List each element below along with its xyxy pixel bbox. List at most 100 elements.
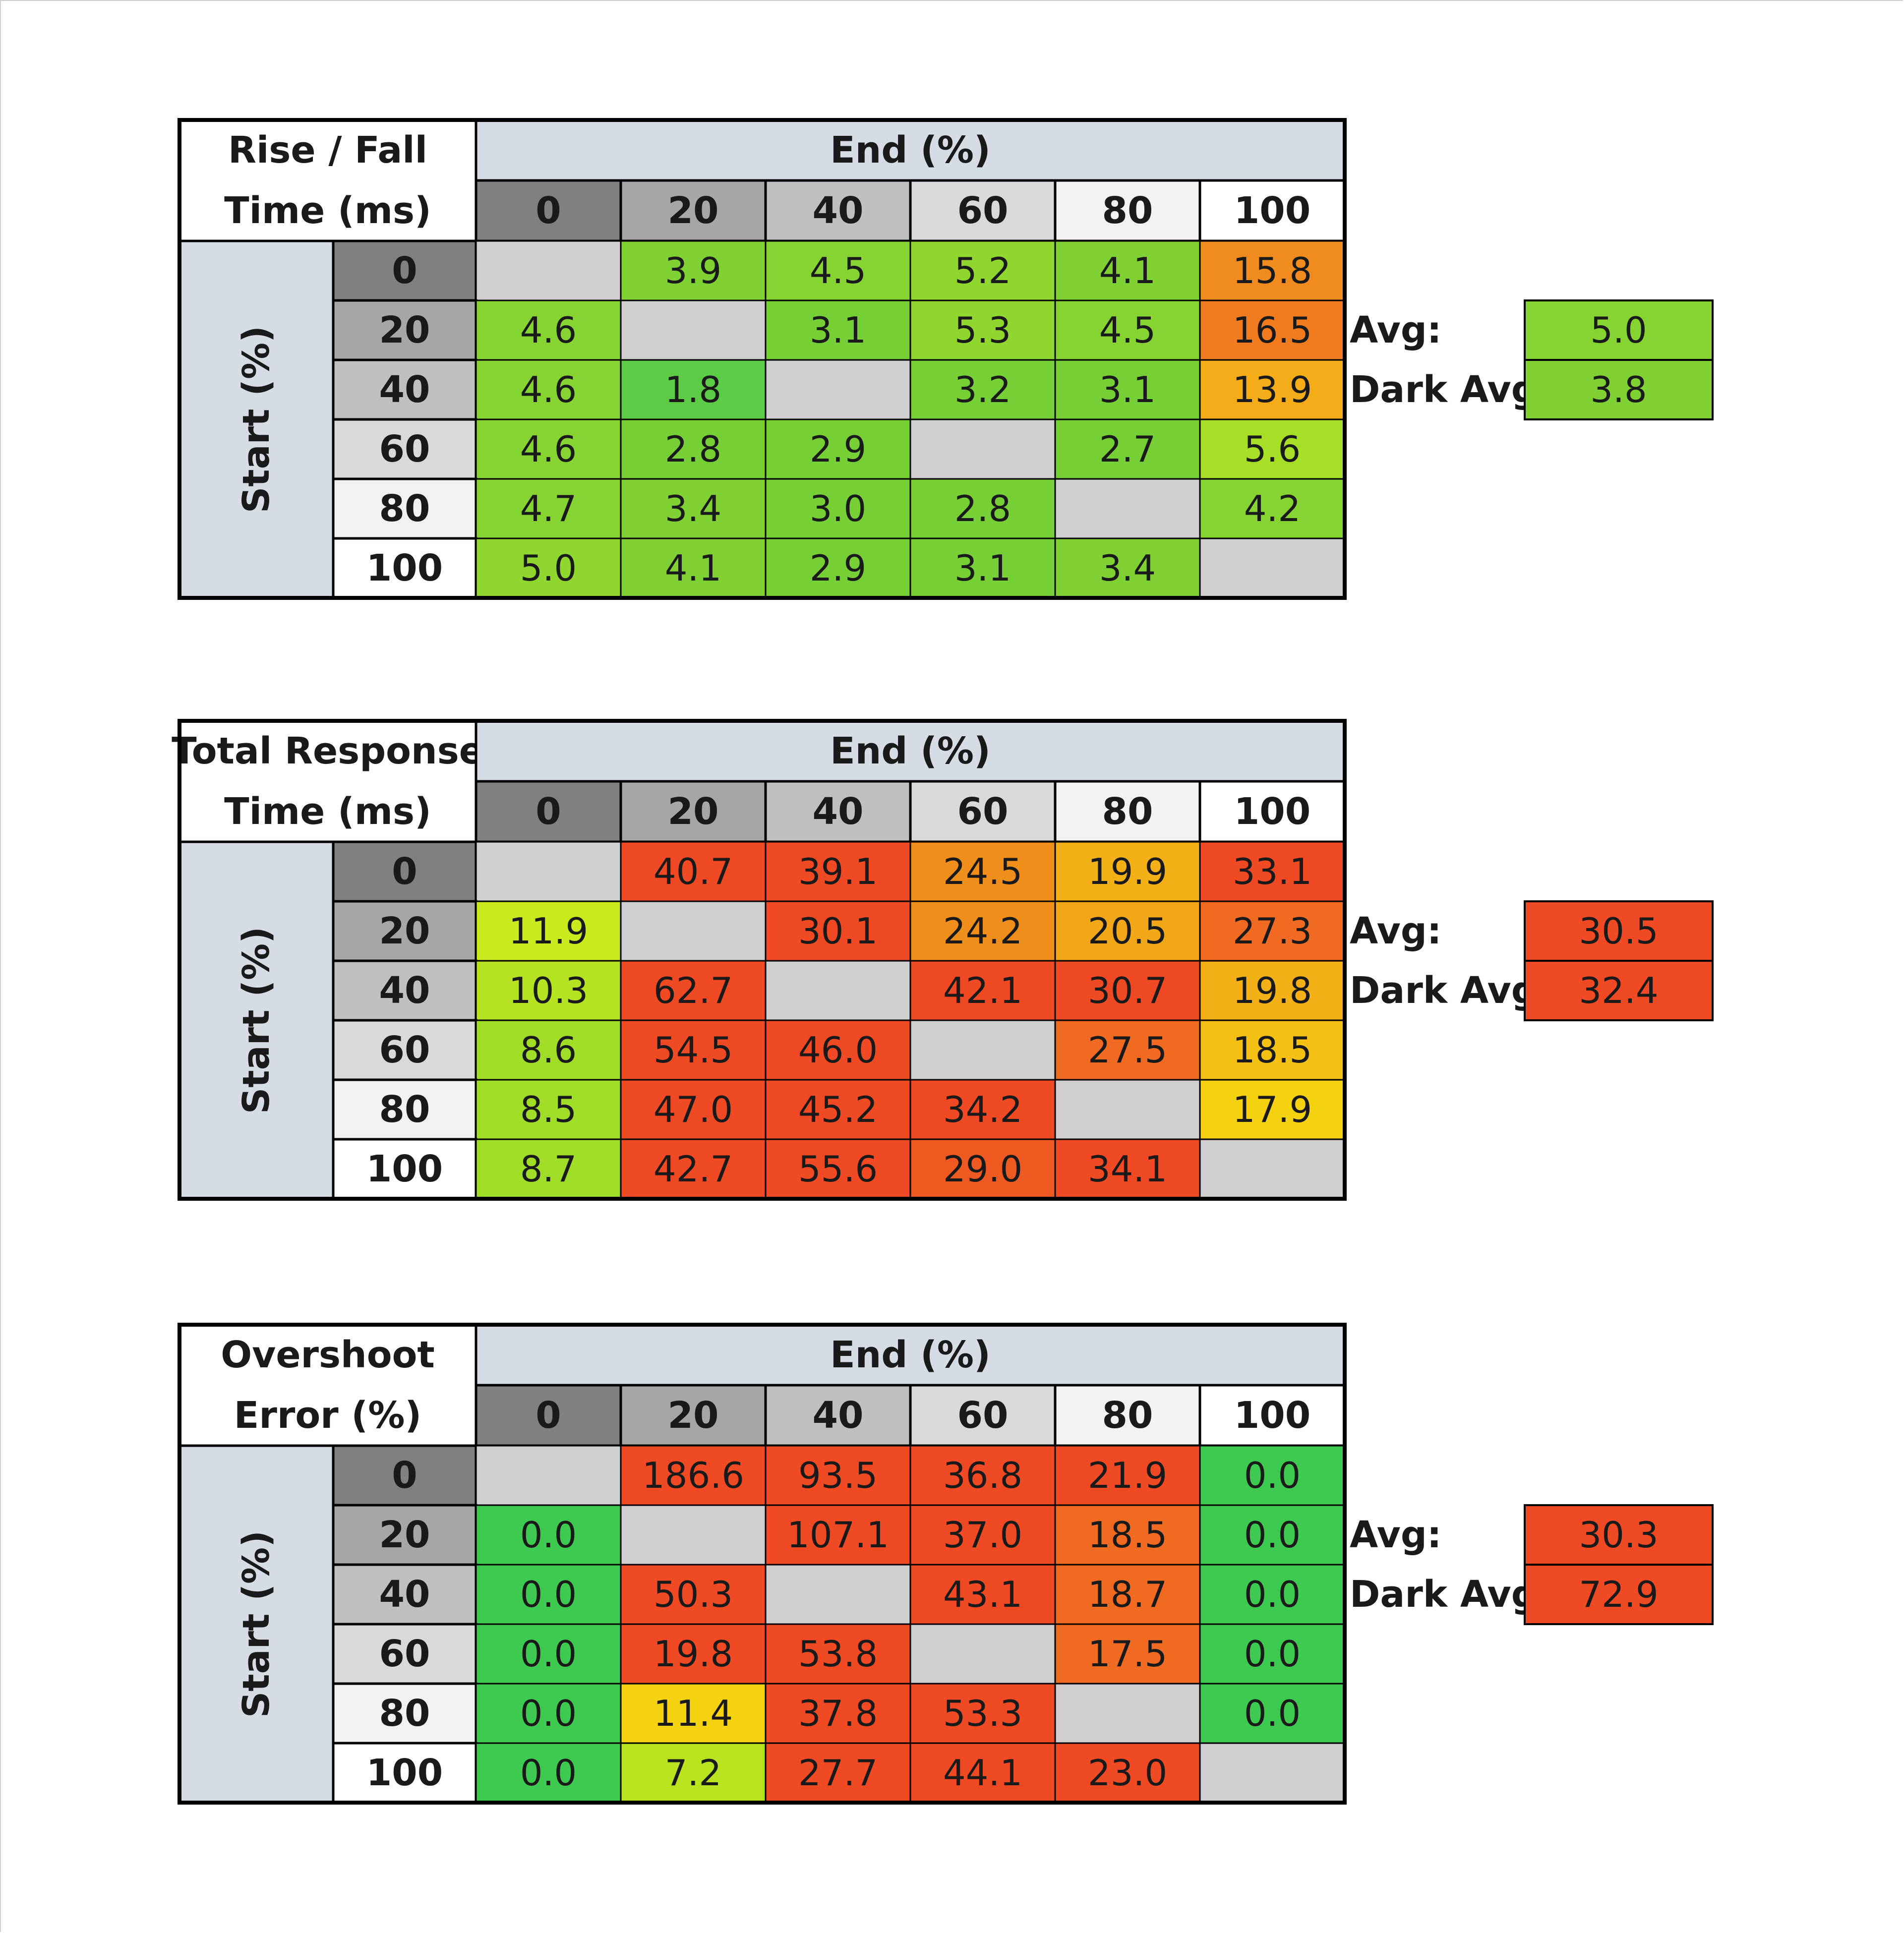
row-header-label: 60: [379, 1633, 430, 1675]
summary-block: Avg: Dark Avg: 30.5 32.4: [1350, 900, 1714, 1021]
data-cell-value: 0.0: [1244, 1514, 1301, 1556]
data-cell-value: 45.2: [798, 1089, 878, 1130]
table-title-line: Overshoot: [221, 1334, 435, 1376]
column-header-cell: [475, 780, 622, 843]
data-cell-value: 107.1: [787, 1514, 889, 1556]
column-header-label: 0: [536, 189, 561, 232]
summary-block: Avg: Dark Avg: 5.0 3.8: [1350, 299, 1714, 420]
column-header-label: 80: [1102, 790, 1153, 833]
column-header-cell: [1198, 179, 1346, 242]
data-cell-value: 18.7: [1088, 1574, 1167, 1615]
row-header-cell: [332, 900, 477, 962]
heatmap-table-2: Total Response Time (ms) End (%) 0 20 40 60 80 1…: [172, 719, 1714, 1201]
column-header-label: 20: [668, 1394, 719, 1437]
data-cell: [1054, 1742, 1201, 1804]
data-cell: [765, 537, 911, 599]
data-cell: [765, 900, 911, 962]
row-header-label: 80: [379, 1088, 430, 1131]
data-cell: [475, 1683, 622, 1744]
table-outer-border: [178, 118, 1347, 600]
data-cell-value: 2.7: [1099, 428, 1156, 470]
column-header-label: 40: [813, 1394, 864, 1437]
data-cell-value: 50.3: [654, 1574, 733, 1615]
data-cell: [620, 960, 767, 1021]
data-cell: [765, 841, 911, 902]
data-cell-value: 0.0: [520, 1693, 577, 1734]
data-cell-value: 0.0: [520, 1514, 577, 1556]
data-cell: [909, 1445, 1056, 1506]
dark-avg-value-cell: [1524, 359, 1714, 420]
data-cell: [1054, 299, 1201, 361]
diagonal-empty-cell: [620, 900, 767, 962]
data-cell: [909, 841, 1056, 902]
data-cell: [1054, 900, 1201, 962]
data-cell: [765, 299, 911, 361]
row-header-label: 80: [379, 487, 430, 530]
data-cell-value: 3.9: [665, 250, 722, 292]
data-cell-value: 11.9: [509, 910, 588, 952]
data-cell-value: 93.5: [798, 1455, 878, 1496]
table-title-line: Time (ms): [224, 189, 431, 232]
row-header-label: 60: [379, 428, 430, 470]
data-cell: [620, 418, 767, 480]
data-cell-value: 27.5: [1088, 1029, 1167, 1071]
data-cell-value: 34.1: [1088, 1148, 1167, 1190]
data-cell-value: 2.8: [665, 428, 722, 470]
column-header-cell: [1198, 780, 1346, 843]
end-axis-label: End (%): [830, 129, 991, 172]
data-cell: [909, 299, 1056, 361]
data-cell: [1199, 299, 1346, 361]
data-cell-value: 36.8: [943, 1455, 1022, 1496]
dark-avg-value-cell: [1524, 960, 1714, 1021]
data-cell: [1199, 900, 1346, 962]
data-cell: [765, 1683, 911, 1744]
data-cell-value: 62.7: [654, 970, 733, 1011]
data-cell-value: 13.9: [1233, 369, 1312, 410]
table-title-cell: [178, 719, 477, 843]
data-cell-value: 16.5: [1233, 309, 1312, 351]
diagonal-empty-cell: [475, 841, 622, 902]
data-cell: [620, 537, 767, 599]
start-header-band: [178, 840, 335, 1200]
data-cell: [1054, 359, 1201, 420]
data-cell: [909, 359, 1056, 420]
data-cell: [475, 299, 622, 361]
diagonal-empty-cell: [765, 1564, 911, 1625]
data-cell-value: 37.0: [943, 1514, 1022, 1556]
column-header-cell: [909, 1384, 1057, 1447]
data-cell-value: 3.4: [1099, 547, 1156, 589]
heatmap-table-3: Overshoot Error (%) End (%) 0 20 40 60 80 100 Sta…: [178, 1323, 1714, 1805]
table-outer-border: [178, 1323, 1347, 1805]
row-header-cell: [332, 299, 477, 361]
data-cell-value: 2.9: [810, 547, 867, 589]
column-header-label: 100: [1234, 790, 1310, 833]
data-cell-value: 15.8: [1233, 250, 1312, 292]
row-header-label: 20: [379, 309, 430, 351]
data-cell-value: 5.6: [1244, 428, 1301, 470]
data-cell-value: 53.3: [943, 1693, 1022, 1734]
avg-value-cell: [1524, 299, 1714, 361]
data-cell: [1199, 1445, 1346, 1506]
data-cell: [1054, 1564, 1201, 1625]
data-cell: [620, 1445, 767, 1506]
data-cell-value: 33.1: [1233, 851, 1312, 892]
table-title-line: Error (%): [234, 1394, 421, 1437]
data-cell-value: 4.5: [810, 250, 867, 292]
data-cell-value: 4.5: [1099, 309, 1156, 351]
row-header-cell: [332, 1682, 477, 1745]
data-cell-value: 0.0: [520, 1752, 577, 1794]
data-cell: [765, 1019, 911, 1081]
avg-label: Avg:: [1350, 309, 1441, 351]
data-cell-value: 186.6: [642, 1455, 744, 1496]
data-cell: [1199, 1623, 1346, 1685]
data-cell: [475, 478, 622, 539]
diagonal-empty-cell: [909, 418, 1056, 480]
data-cell-value: 8.6: [520, 1029, 577, 1071]
diagonal-empty-cell: [909, 1019, 1056, 1081]
column-header-label: 0: [536, 1394, 561, 1437]
data-cell: [1199, 1079, 1346, 1140]
data-cell-value: 4.1: [665, 547, 722, 589]
dark-avg-value: 72.9: [1579, 1574, 1658, 1615]
column-header-label: 40: [813, 790, 864, 833]
